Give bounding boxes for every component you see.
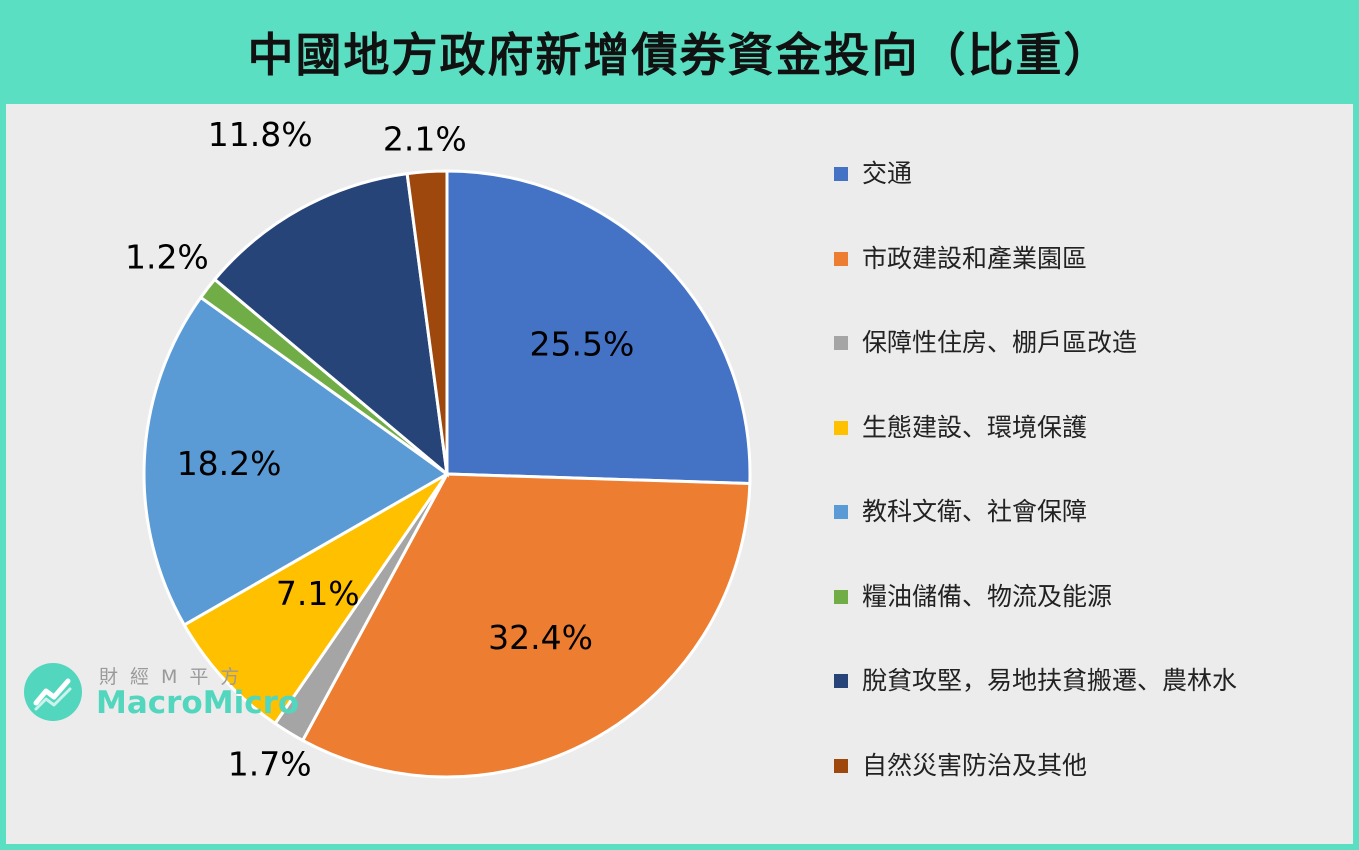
legend-swatch — [834, 589, 848, 604]
legend-swatch — [834, 336, 848, 350]
legend-swatch — [834, 758, 848, 773]
legend-item-5: 糧油儲備、物流及能源 — [834, 582, 1237, 667]
legend-label: 糧油儲備、物流及能源 — [862, 581, 1113, 611]
legend-item-0: 交通 — [834, 159, 1237, 244]
pie-slice-3 — [182, 472, 449, 726]
pie-slice-6 — [212, 171, 449, 478]
legend-item-4: 教科文衛、社會保障 — [834, 497, 1237, 582]
data-label-4: 18.2% — [177, 444, 282, 483]
watermark-cn: 財經M平方 — [99, 666, 252, 688]
watermark: 財經M平方 MacroMicro — [24, 660, 324, 730]
pie-slice-1 — [300, 472, 752, 779]
chart-title: 中國地方政府新增債券資金投向（比重） — [247, 28, 1112, 82]
legend-item-1: 市政建設和產業園區 — [834, 244, 1237, 329]
data-label-5: 1.2% — [125, 238, 209, 277]
legend-label: 自然災害防治及其他 — [862, 750, 1088, 780]
data-label-0: 25.5% — [529, 324, 634, 363]
legend-label: 交通 — [862, 159, 913, 188]
legend-label: 保障性住房、棚戶區改造 — [862, 328, 1138, 357]
data-label-1: 32.4% — [488, 618, 593, 657]
legend-label: 教科文衛、社會保障 — [862, 497, 1088, 526]
legend-swatch — [834, 674, 848, 688]
macromicro-logo-icon — [24, 663, 82, 721]
legend-swatch — [834, 420, 848, 435]
pie-slice-4 — [142, 295, 450, 627]
watermark-en: MacroMicro — [96, 685, 300, 721]
pie-slice-0 — [445, 169, 752, 486]
legend-item-2: 保障性住房、棚戶區改造 — [834, 328, 1237, 413]
legend-item-6: 脫貧攻堅，易地扶貧搬遷、農林水 — [834, 666, 1237, 751]
data-label-7: 2.1% — [383, 119, 467, 158]
legend-swatch — [834, 505, 848, 519]
legend-swatch — [834, 251, 848, 266]
chart-panel: 25.5% 32.4% 1.7% 7.1% 18.2% 1.2% 11.8% 2.1% 交通市… — [6, 104, 1353, 844]
legend-item-7: 自然災害防治及其他 — [834, 751, 1237, 836]
data-label-2: 1.7% — [228, 744, 312, 783]
pie-slice-7 — [405, 169, 449, 475]
legend-label: 生態建設、環境保護 — [862, 412, 1088, 442]
data-label-3: 7.1% — [276, 574, 360, 613]
legend-label: 脫貧攻堅，易地扶貧搬遷、農林水 — [862, 666, 1238, 695]
legend: 交通市政建設和產業園區保障性住房、棚戶區改造 生態建設、環境保護 教科文衛、社會保障… — [834, 159, 1237, 835]
pie-chart: 25.5% 32.4% 1.7% 7.1% 18.2% 1.2% 11.8% 2.1% — [125, 115, 752, 783]
legend-label: 市政建設和產業園區 — [862, 243, 1088, 273]
data-label-6: 11.8% — [208, 115, 313, 154]
legend-item-3: 生態建設、環境保護 — [834, 413, 1237, 498]
legend-swatch — [834, 167, 848, 181]
